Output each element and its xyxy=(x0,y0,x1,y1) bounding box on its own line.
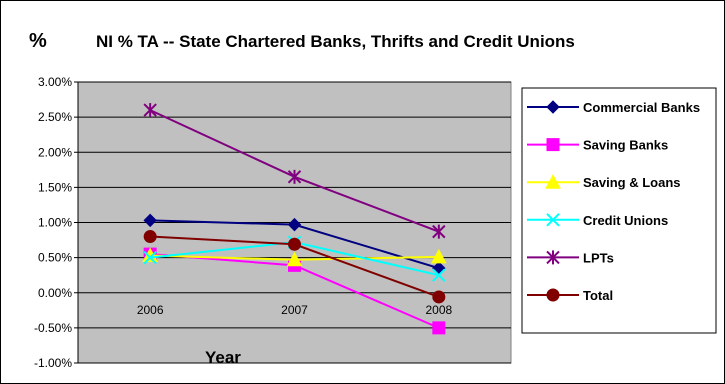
series-commercial-banks xyxy=(143,213,446,275)
data-point xyxy=(432,224,446,239)
y-tick-label: -1.00% xyxy=(34,356,72,370)
y-tick-label: -0.50% xyxy=(34,321,72,335)
series-total xyxy=(143,230,446,304)
data-point xyxy=(546,100,560,114)
y-tick-label: 2.00% xyxy=(38,145,72,159)
data-point xyxy=(286,251,303,267)
chart-title: NI % TA -- State Chartered Banks, Thrift… xyxy=(96,32,575,51)
y-tick-label: 3.00% xyxy=(38,75,72,89)
data-point xyxy=(432,268,446,282)
x-tick-label: 2006 xyxy=(137,303,164,317)
data-point xyxy=(287,169,302,184)
data-point xyxy=(546,138,560,152)
legend-item: LPTs xyxy=(527,250,614,265)
legend-label: Total xyxy=(583,288,613,303)
series-lpts xyxy=(143,103,446,239)
y-tick-label: 0.00% xyxy=(38,286,72,300)
data-point xyxy=(546,250,560,265)
data-point xyxy=(546,213,560,227)
data-point xyxy=(432,290,446,304)
data-point xyxy=(546,288,560,302)
data-point xyxy=(288,237,301,251)
legend-label: LPTs xyxy=(583,250,614,265)
y-tick-label: 2.50% xyxy=(38,110,72,124)
legend-label: Commercial Banks xyxy=(583,100,700,115)
y-axis-label: % xyxy=(29,30,47,52)
legend-item: Credit Unions xyxy=(527,213,668,228)
y-tick-label: 1.00% xyxy=(38,216,72,230)
legend-item: Commercial Banks xyxy=(527,100,700,115)
x-axis-label: Year xyxy=(205,348,241,367)
data-point xyxy=(432,321,446,335)
data-point xyxy=(143,230,157,244)
legend-label: Saving Banks xyxy=(583,138,668,153)
data-point xyxy=(430,248,447,264)
y-tick-label: 1.50% xyxy=(38,180,72,194)
legend-item: Saving & Loans xyxy=(527,174,681,190)
legend: Commercial Banks Saving Banks Saving & Loa… xyxy=(521,87,717,334)
data-point xyxy=(545,174,561,189)
legend-items: Commercial Banks Saving Banks Saving & Loa… xyxy=(527,100,700,303)
series-layer xyxy=(142,103,447,335)
data-point xyxy=(143,213,157,228)
y-tick-label: 0.50% xyxy=(38,251,72,265)
x-tick-label: 2007 xyxy=(281,303,308,317)
legend-item: Saving Banks xyxy=(527,138,668,153)
data-point xyxy=(143,250,157,265)
x-tick-label: 2008 xyxy=(425,303,452,317)
y-axis: 3.00% 2.50% 2.00% 1.50% 1.00% 0.50% 0.00% -0.50… xyxy=(34,75,79,370)
data-point xyxy=(143,103,157,118)
data-point xyxy=(287,217,302,232)
legend-item: Total xyxy=(527,288,613,303)
legend-label: Credit Unions xyxy=(583,213,668,228)
legend-label: Saving & Loans xyxy=(583,175,681,190)
x-axis: 2006 2007 2008 xyxy=(137,303,453,317)
